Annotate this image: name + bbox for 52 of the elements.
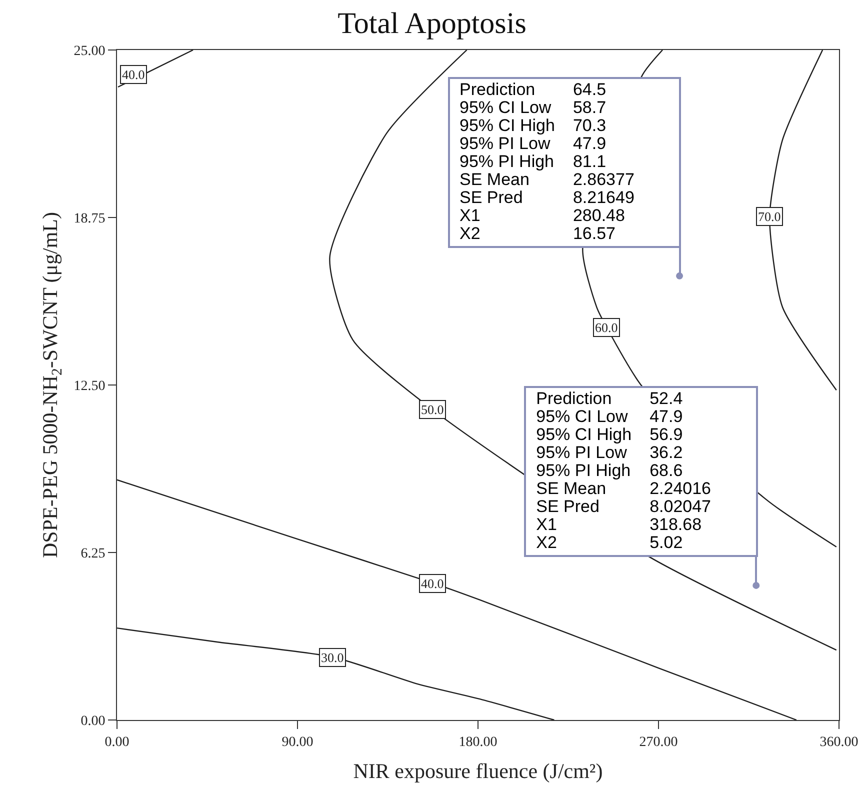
y-tick-label: 18.75	[74, 211, 106, 226]
x-tick-label: 270.00	[639, 734, 678, 750]
annotation: 47.9	[648, 407, 684, 426]
x-tick-label: 0.00	[104, 734, 130, 750]
y-tick-label: 0.00	[80, 714, 106, 729]
annotation: 95% CI Low	[536, 407, 629, 426]
annotation: X2	[460, 224, 482, 243]
line-series	[117, 479, 798, 720]
y-tick-label: 6.25	[80, 546, 106, 562]
annotation: 52.4	[648, 389, 684, 408]
annotation: 40.0	[122, 67, 145, 82]
annotation: 95% CI High	[460, 116, 555, 135]
y-tick-label: 12.50	[74, 378, 106, 394]
line-series	[329, 50, 837, 651]
annotation: 64.5	[572, 80, 608, 99]
x-tick-label: 90.00	[282, 734, 314, 750]
x-tick-label: 180.00	[458, 734, 498, 750]
annotation: 95% PI High	[536, 461, 632, 480]
annotation: X1	[460, 206, 482, 225]
annotation: 8.02047	[648, 497, 712, 516]
annotation: 318.68	[648, 515, 703, 534]
annotation: Prediction	[536, 389, 613, 408]
annotation: 36.2	[648, 443, 684, 462]
x-axis-title: NIR exposure fluence (J/cm²)	[353, 759, 603, 783]
annotation: X2	[536, 533, 558, 552]
annotation: X1	[536, 515, 558, 534]
annotation: 56.9	[648, 425, 684, 444]
annotation: 2.86377	[572, 170, 636, 189]
annotation: 8.21649	[572, 188, 636, 207]
annotation: 280.48	[572, 206, 626, 225]
annotation: 70.3	[572, 116, 608, 135]
annotation: 2.24016	[648, 479, 712, 498]
annotation: 58.7	[572, 98, 608, 117]
x-tick-label: 360.00	[820, 734, 858, 750]
annotation: SE Mean	[536, 479, 606, 498]
annotation: SE Pred	[536, 497, 600, 516]
annotation: Prediction	[460, 80, 536, 99]
annotation: 47.9	[572, 134, 608, 153]
annotation: 95% PI Low	[460, 134, 550, 153]
chart-title: Total Apoptosis	[338, 7, 526, 40]
line-series	[117, 627, 555, 720]
annotation: 95% CI High	[536, 425, 632, 444]
annotation: 5.02	[648, 533, 684, 552]
annotation: 68.6	[648, 461, 684, 480]
annotation: SE Pred	[460, 188, 524, 207]
annotation: 95% PI High	[460, 152, 555, 171]
annotation: SE Mean	[460, 170, 530, 189]
annotation: 16.57	[572, 224, 616, 243]
annotation: 81.1	[572, 152, 608, 171]
y-tick-label: 25.00	[74, 44, 106, 59]
annotation: 95% PI Low	[536, 443, 627, 462]
annotation: 95% CI Low	[460, 98, 552, 117]
